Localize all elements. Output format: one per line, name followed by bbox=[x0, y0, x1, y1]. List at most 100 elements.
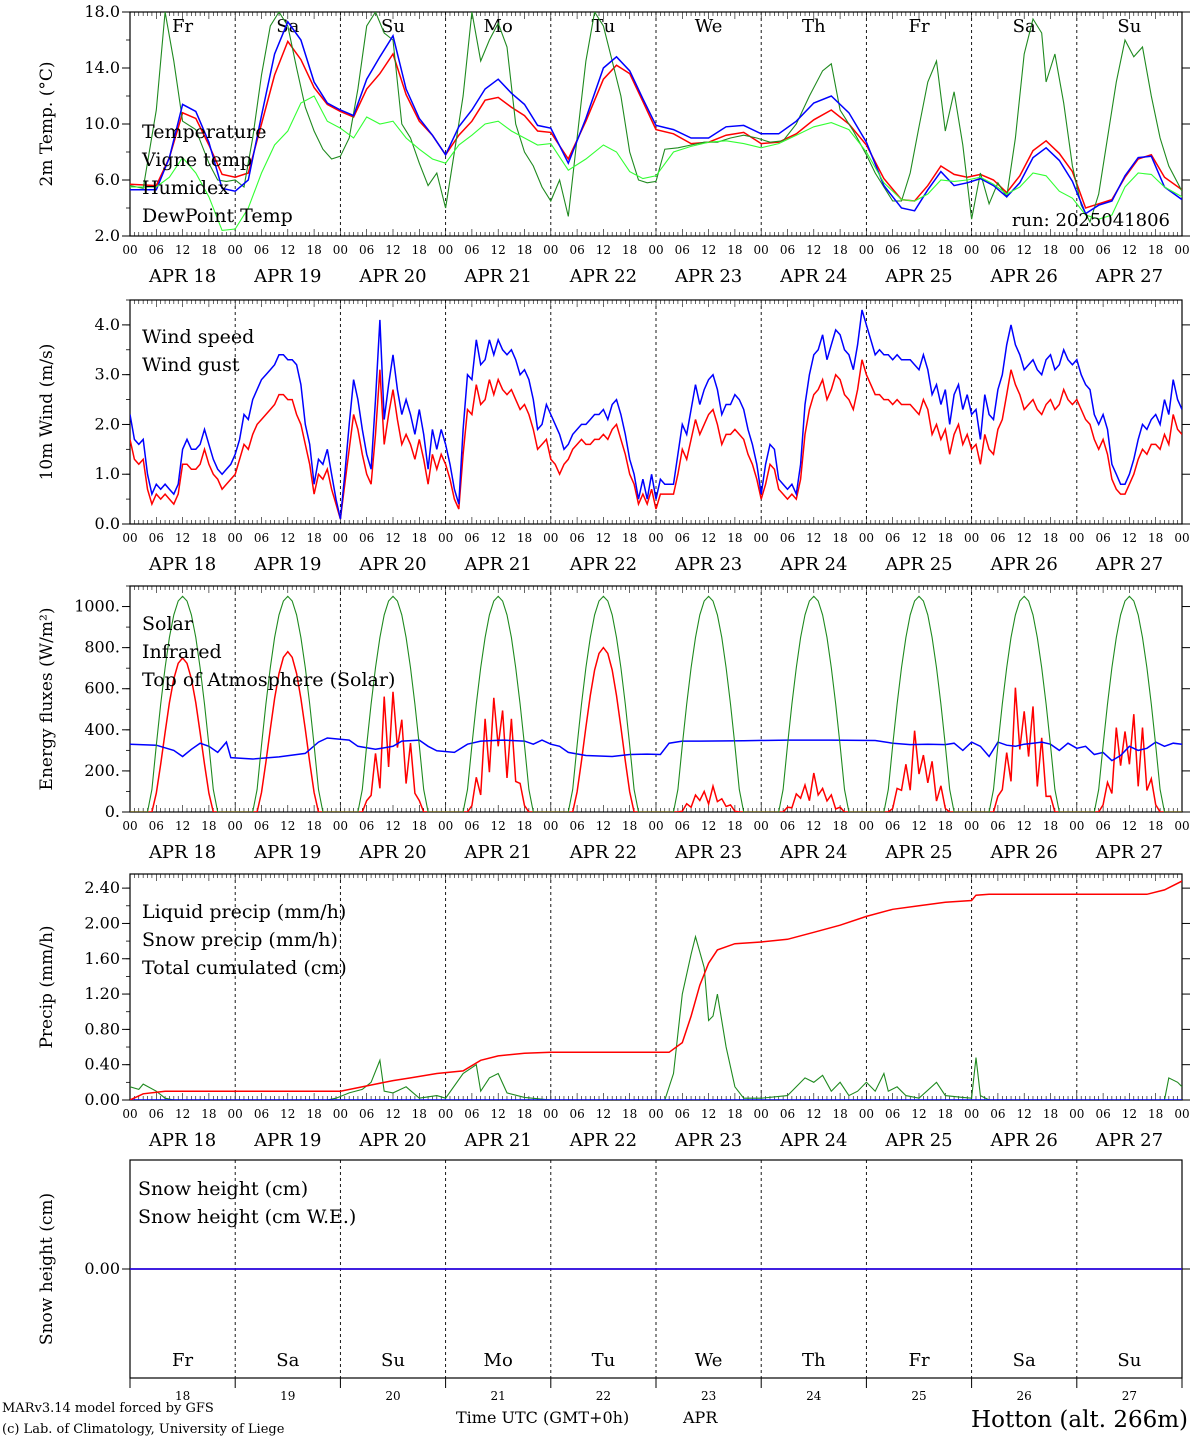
weekday-label: Tu bbox=[592, 1350, 616, 1371]
hour-label: 06 bbox=[464, 1107, 479, 1121]
hour-label: 18 bbox=[517, 819, 532, 833]
hour-label: 00 bbox=[228, 243, 243, 257]
date-label: APR 19 bbox=[253, 266, 321, 287]
hour-label: 12 bbox=[701, 819, 716, 833]
hour-label: 06 bbox=[149, 243, 164, 257]
hour-label: 00 bbox=[333, 819, 348, 833]
hour-label: 00 bbox=[1069, 531, 1084, 545]
hour-label: 06 bbox=[254, 1107, 269, 1121]
hour-label: 00 bbox=[228, 819, 243, 833]
hour-label: 06 bbox=[990, 531, 1005, 545]
series-humidex bbox=[130, 20, 1182, 215]
legend-infrared: Infrared bbox=[142, 641, 222, 663]
hour-label: 00 bbox=[438, 243, 453, 257]
time-axis-label: Time UTC (GMT+0h) bbox=[456, 1408, 629, 1427]
date-label: APR 26 bbox=[990, 842, 1058, 863]
y-axis-label: Energy fluxes (W/m²) bbox=[37, 608, 57, 791]
hour-label: 12 bbox=[701, 1107, 716, 1121]
hour-label: 12 bbox=[1017, 243, 1032, 257]
hour-label: 18 bbox=[201, 819, 216, 833]
day-number-label: 21 bbox=[491, 1389, 506, 1403]
hour-label: 00 bbox=[964, 531, 979, 545]
hour-label: 00 bbox=[859, 819, 874, 833]
hour-label: 00 bbox=[648, 1107, 663, 1121]
date-label: APR 20 bbox=[358, 1130, 426, 1151]
hour-label: 18 bbox=[832, 243, 847, 257]
date-label: APR 25 bbox=[884, 1130, 952, 1151]
hour-label: 12 bbox=[385, 243, 400, 257]
hour-label: 06 bbox=[780, 243, 795, 257]
hour-label: 00 bbox=[333, 243, 348, 257]
hour-label: 06 bbox=[359, 1107, 374, 1121]
hour-label: 12 bbox=[280, 243, 295, 257]
y-tick-label: 0.00 bbox=[84, 1259, 120, 1278]
hour-label: 06 bbox=[254, 531, 269, 545]
hour-label: 00 bbox=[964, 243, 979, 257]
date-label: APR 23 bbox=[674, 842, 742, 863]
y-axis-label: Snow height (cm) bbox=[37, 1193, 57, 1345]
hour-label: 12 bbox=[1122, 243, 1137, 257]
legend-total-cumulated-cm: Total cumulated (cm) bbox=[142, 957, 347, 979]
hour-label: 18 bbox=[832, 819, 847, 833]
hour-label: 06 bbox=[1095, 531, 1110, 545]
y-tick-label: 0.0 bbox=[95, 514, 120, 533]
series-dewpoint-temp bbox=[130, 95, 1182, 231]
hour-label: 18 bbox=[412, 531, 427, 545]
day-number-label: 18 bbox=[175, 1389, 190, 1403]
series-temperature bbox=[130, 39, 1182, 209]
weekday-label: Th bbox=[802, 1350, 826, 1371]
hour-label: 06 bbox=[675, 243, 690, 257]
hour-label: 18 bbox=[622, 819, 637, 833]
hour-label: 18 bbox=[201, 531, 216, 545]
hour-label: 18 bbox=[1043, 1107, 1058, 1121]
hour-label: 06 bbox=[885, 531, 900, 545]
y-tick-label: 800. bbox=[84, 638, 120, 657]
hour-label: 12 bbox=[385, 1107, 400, 1121]
y-tick-label: 0. bbox=[105, 802, 120, 821]
y-tick-label: 200. bbox=[84, 761, 120, 780]
hour-label: 12 bbox=[911, 531, 926, 545]
hour-label: 06 bbox=[464, 531, 479, 545]
hour-label: 00 bbox=[228, 1107, 243, 1121]
hour-label: 18 bbox=[1148, 243, 1163, 257]
hour-label: 06 bbox=[780, 819, 795, 833]
date-label: APR 23 bbox=[674, 554, 742, 575]
hour-label: 18 bbox=[622, 1107, 637, 1121]
hour-label: 12 bbox=[491, 819, 506, 833]
weekday-label: Th bbox=[802, 16, 826, 37]
hour-label: 12 bbox=[806, 531, 821, 545]
y-tick-label: 4.0 bbox=[95, 315, 120, 334]
hour-label: 12 bbox=[175, 1107, 190, 1121]
weekday-label: Fr bbox=[172, 16, 193, 37]
hour-label: 06 bbox=[675, 1107, 690, 1121]
hour-label: 12 bbox=[385, 531, 400, 545]
hour-label: 00 bbox=[1174, 531, 1189, 545]
hour-label: 18 bbox=[938, 531, 953, 545]
hour-label: 18 bbox=[938, 1107, 953, 1121]
hour-label: 00 bbox=[438, 819, 453, 833]
hour-label: 12 bbox=[280, 531, 295, 545]
weekday-label: We bbox=[695, 1350, 723, 1371]
hour-label: 00 bbox=[333, 1107, 348, 1121]
model-credit: MARv3.14 model forced by GFS bbox=[2, 1401, 214, 1416]
date-label: APR 23 bbox=[674, 1130, 742, 1151]
hour-label: 00 bbox=[754, 1107, 769, 1121]
hour-label: 00 bbox=[1174, 819, 1189, 833]
hour-label: 00 bbox=[648, 531, 663, 545]
hour-label: 18 bbox=[306, 531, 321, 545]
y-tick-label: 1.0 bbox=[95, 464, 120, 483]
hour-label: 06 bbox=[359, 819, 374, 833]
series-wind-speed bbox=[130, 359, 1182, 520]
date-label: APR 21 bbox=[464, 842, 532, 863]
hour-label: 00 bbox=[859, 531, 874, 545]
hour-label: 06 bbox=[254, 819, 269, 833]
hour-label: 12 bbox=[701, 243, 716, 257]
hour-label: 00 bbox=[543, 531, 558, 545]
hour-label: 00 bbox=[228, 531, 243, 545]
date-label: APR 25 bbox=[884, 266, 952, 287]
weekday-label: Fr bbox=[172, 1350, 193, 1371]
hour-label: 18 bbox=[727, 1107, 742, 1121]
hour-label: 06 bbox=[149, 531, 164, 545]
hour-label: 18 bbox=[306, 243, 321, 257]
